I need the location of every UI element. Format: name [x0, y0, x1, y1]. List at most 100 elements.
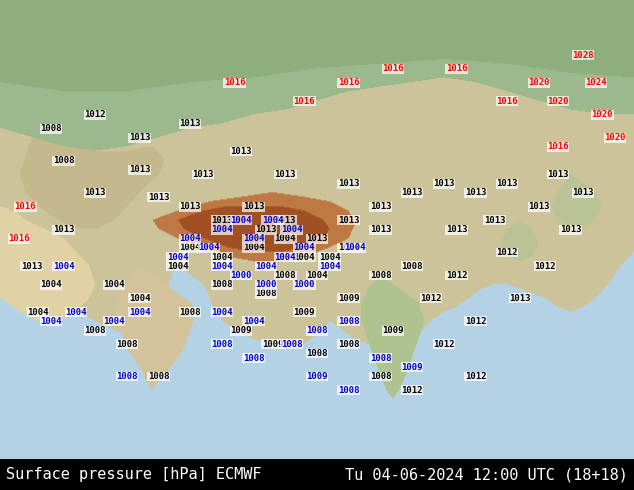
Text: 1012: 1012 — [420, 294, 442, 303]
Text: 1004: 1004 — [103, 280, 125, 289]
Text: 1008: 1008 — [40, 124, 61, 133]
Text: 1004: 1004 — [167, 262, 188, 271]
Text: 1013: 1013 — [446, 225, 467, 234]
Text: 1013: 1013 — [21, 262, 42, 271]
Text: 1000: 1000 — [256, 280, 277, 289]
Text: 1008: 1008 — [116, 372, 138, 381]
Text: 1012: 1012 — [433, 340, 455, 349]
Text: 1009: 1009 — [262, 340, 283, 349]
Text: 1013: 1013 — [401, 188, 423, 197]
Text: 1004: 1004 — [243, 317, 264, 326]
Text: 1013: 1013 — [465, 188, 486, 197]
Text: 1013: 1013 — [53, 225, 74, 234]
Text: 1016: 1016 — [8, 234, 30, 243]
Text: 1020: 1020 — [592, 110, 613, 119]
Text: 1013: 1013 — [496, 179, 518, 188]
Text: 1013: 1013 — [528, 202, 550, 211]
Text: 1009: 1009 — [306, 372, 328, 381]
Text: 1000: 1000 — [294, 280, 315, 289]
Text: 1012: 1012 — [465, 317, 486, 326]
Text: 1013: 1013 — [230, 147, 252, 156]
Text: 1009: 1009 — [294, 308, 315, 317]
Text: 1004: 1004 — [211, 253, 233, 262]
Text: 1012: 1012 — [446, 271, 467, 280]
Text: 1004: 1004 — [167, 253, 188, 262]
Text: 1013: 1013 — [547, 170, 569, 179]
Text: 1008: 1008 — [84, 326, 106, 335]
Text: 1008: 1008 — [370, 354, 391, 363]
Text: 1020: 1020 — [604, 133, 626, 142]
Text: 1004: 1004 — [243, 244, 264, 252]
Text: 1004: 1004 — [256, 262, 277, 271]
Text: 1009: 1009 — [382, 326, 404, 335]
Text: 1013: 1013 — [484, 216, 505, 225]
Text: 1013: 1013 — [370, 225, 391, 234]
Text: 1008: 1008 — [401, 262, 423, 271]
Text: 1008: 1008 — [306, 349, 328, 358]
Text: 1004: 1004 — [319, 253, 340, 262]
Text: 1012: 1012 — [496, 248, 518, 257]
Text: 1013: 1013 — [84, 188, 106, 197]
Text: 1004: 1004 — [211, 262, 233, 271]
Text: 1020: 1020 — [528, 78, 550, 87]
Text: 1004: 1004 — [27, 308, 49, 317]
Text: 1008: 1008 — [116, 340, 138, 349]
Text: 1004: 1004 — [294, 244, 315, 252]
Text: 1008: 1008 — [179, 308, 201, 317]
Text: 1013: 1013 — [560, 225, 581, 234]
Text: 1008: 1008 — [256, 289, 277, 298]
Text: 1013: 1013 — [192, 170, 214, 179]
Text: 1008: 1008 — [211, 280, 233, 289]
Text: 1004: 1004 — [281, 225, 302, 234]
Text: 1004: 1004 — [306, 271, 328, 280]
Text: 1004: 1004 — [344, 244, 366, 252]
Text: 1008: 1008 — [53, 156, 74, 165]
Text: 1013: 1013 — [433, 179, 455, 188]
Text: 1013: 1013 — [211, 216, 233, 225]
Text: 1012: 1012 — [465, 372, 486, 381]
Text: 1016: 1016 — [15, 202, 36, 211]
Text: 1013: 1013 — [338, 179, 359, 188]
Text: 1013: 1013 — [509, 294, 531, 303]
Text: 1013: 1013 — [573, 188, 594, 197]
Text: 1000: 1000 — [230, 271, 252, 280]
Text: 1013: 1013 — [256, 225, 277, 234]
Text: 1028: 1028 — [573, 50, 594, 60]
Text: 1004: 1004 — [40, 280, 61, 289]
Text: 1008: 1008 — [306, 326, 328, 335]
Text: 1004: 1004 — [262, 216, 283, 225]
Text: 1004: 1004 — [129, 294, 150, 303]
Text: 1004: 1004 — [103, 317, 125, 326]
Text: 1013: 1013 — [148, 193, 169, 202]
Text: Tu 04-06-2024 12:00 UTC (18+18): Tu 04-06-2024 12:00 UTC (18+18) — [345, 467, 628, 482]
Text: 1008: 1008 — [338, 386, 359, 395]
Text: 1008: 1008 — [275, 271, 296, 280]
Text: 1004: 1004 — [179, 244, 201, 252]
Text: 1004: 1004 — [338, 244, 359, 252]
Text: 1009: 1009 — [401, 363, 423, 372]
Text: 1008: 1008 — [211, 340, 233, 349]
Text: 1009: 1009 — [338, 294, 359, 303]
Text: 1004: 1004 — [198, 244, 220, 252]
Text: 1004: 1004 — [211, 225, 233, 234]
Text: 1012: 1012 — [84, 110, 106, 119]
Text: 1012: 1012 — [534, 262, 556, 271]
Text: 1013: 1013 — [243, 202, 264, 211]
Text: 1013: 1013 — [129, 166, 150, 174]
Text: 1016: 1016 — [338, 78, 359, 87]
Text: 1004: 1004 — [275, 234, 296, 243]
Text: Surface pressure [hPa] ECMWF: Surface pressure [hPa] ECMWF — [6, 467, 262, 482]
Text: 1013: 1013 — [275, 170, 296, 179]
Text: 1004: 1004 — [65, 308, 87, 317]
Text: 1013: 1013 — [275, 216, 296, 225]
Text: 1013: 1013 — [338, 216, 359, 225]
Text: 1016: 1016 — [294, 97, 315, 105]
Text: 1013: 1013 — [306, 234, 328, 243]
Text: 1004: 1004 — [40, 317, 61, 326]
Text: 1013: 1013 — [179, 120, 201, 128]
Text: 1004: 1004 — [294, 253, 315, 262]
Text: 1016: 1016 — [224, 78, 245, 87]
Text: 1004: 1004 — [275, 253, 296, 262]
Text: 1008: 1008 — [338, 317, 359, 326]
Text: 1008: 1008 — [243, 354, 264, 363]
